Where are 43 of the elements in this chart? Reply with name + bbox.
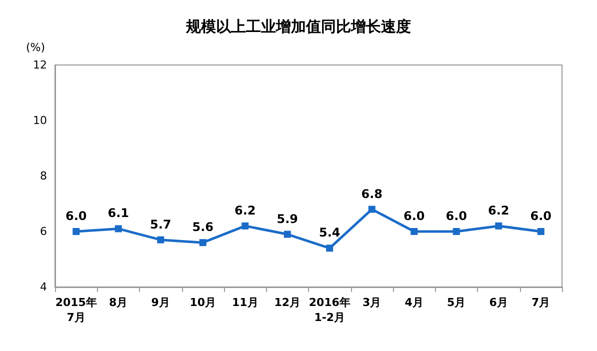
point (410, 228, 418, 235)
x-tick-label: 10月 (190, 296, 216, 309)
x-tick-label: 7月 (532, 296, 550, 309)
point (452, 228, 460, 235)
data-label: 5.6 (192, 220, 214, 234)
y-tick-label: 4 (40, 280, 47, 294)
x-tick-label: 8月 (109, 296, 128, 309)
data-label: 6.0 (65, 209, 87, 223)
y-axis-title: (%) (26, 41, 45, 54)
point (368, 206, 376, 213)
point (284, 230, 291, 238)
point (199, 239, 206, 246)
data-label: 5.9 (276, 212, 298, 226)
x-tick-label: 2016年 1-2月 (308, 296, 350, 324)
data-label: 6.8 (361, 186, 383, 201)
y-tick-label: 8 (40, 170, 47, 182)
x-tick-label: 5月 (447, 296, 466, 309)
x-tick-label: 6月 (489, 296, 508, 309)
data-label: 6.2 (234, 203, 256, 218)
point (537, 228, 544, 235)
data-label: 6.0 (530, 209, 552, 223)
point (326, 244, 334, 252)
y-tick-label: 12 (33, 58, 47, 72)
data-label: 6.0 (403, 209, 425, 223)
x-tick-label: 3月 (362, 296, 382, 309)
x-tick-label: 2015年 7月 (55, 296, 97, 324)
data-label: 5.7 (150, 217, 172, 232)
point (72, 228, 80, 235)
y-tick-label: 10 (33, 114, 47, 127)
x-tick-label: 11月 (232, 296, 258, 309)
data-label: 6.0 (446, 209, 468, 223)
x-tick-label: 4月 (404, 296, 424, 309)
data-label: 6.1 (108, 206, 130, 220)
point (242, 222, 249, 230)
point (495, 222, 502, 230)
data-label: 5.4 (318, 226, 340, 240)
point (114, 225, 122, 232)
x-tick-label: 12月 (274, 296, 301, 309)
point (157, 236, 164, 244)
y-tick-label: 6 (40, 225, 47, 238)
data-label: 6.2 (488, 203, 510, 218)
chart-title: 规模以上工业增加值同比增长速度 (185, 18, 411, 36)
x-tick-label: 9月 (151, 296, 170, 309)
